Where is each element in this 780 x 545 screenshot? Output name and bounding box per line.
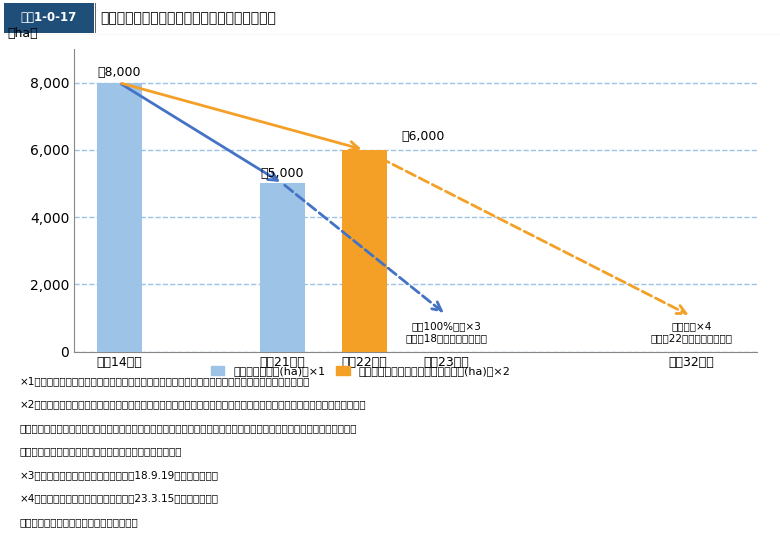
- Text: 規模な火災の可能性，あるいは道路閉塞による地区外への避難経路の喪失の可能性があり，生命・財産の安全性の確: 規模な火災の可能性，あるいは道路閉塞による地区外への避難経路の喪失の可能性があり…: [20, 423, 357, 433]
- Text: 出典：国土交通省資料をもとに内閣府作成: 出典：国土交通省資料をもとに内閣府作成: [20, 517, 138, 527]
- Text: ×3　住生活基本計画（全国計画）（Ｈ18.9.19閑議決定）参照: ×3 住生活基本計画（全国計画）（Ｈ18.9.19閑議決定）参照: [20, 470, 218, 480]
- Y-axis label: （ha）: （ha）: [8, 27, 38, 40]
- Text: ×1　重点密集市街地：地震時等において大規模な火災の可能性があり重点的に改善すべき密集市街地: ×1 重点密集市街地：地震時等において大規模な火災の可能性があり重点的に改善すべ…: [20, 376, 310, 386]
- Text: 剧6,000: 剧6,000: [401, 130, 445, 143]
- Text: 概ね解消×4
（平成22年度設定の目標）: 概ね解消×4 （平成22年度設定の目標）: [651, 321, 732, 343]
- Text: 図表1-0-17: 図表1-0-17: [20, 11, 76, 24]
- Text: 保が著しく困難で，重点的な改善が必要な密集市街地: 保が著しく困難で，重点的な改善が必要な密集市街地: [20, 446, 182, 457]
- Text: 剧8,000: 剧8,000: [98, 66, 141, 79]
- Text: 概ね100%解消×3
（平成18年度設定の目標）: 概ね100%解消×3 （平成18年度設定の目標）: [405, 321, 487, 343]
- Legend: 重点密集市街地(ha)　×1, 地震時等に著しく危険な密集市街地(ha)　×2: 重点密集市街地(ha) ×1, 地震時等に著しく危険な密集市街地(ha) ×2: [207, 361, 515, 381]
- Text: ×2　地震時等に著しく危険な密集市街地：密集市街地のうち延焼危険性や避難困難性が特に高く，地震時等において，大: ×2 地震時等に著しく危険な密集市街地：密集市街地のうち延焼危険性や避難困難性が…: [20, 399, 366, 409]
- FancyBboxPatch shape: [4, 3, 94, 33]
- Bar: [342, 150, 387, 352]
- Text: 「地震時等に著しく危険な密集市街地」の面積: 「地震時等に著しく危険な密集市街地」の面積: [100, 11, 275, 25]
- Text: ×4　住生活基本計画（全国計画）（Ｈ23.3.15閑議決定）参照: ×4 住生活基本計画（全国計画）（Ｈ23.3.15閑議決定）参照: [20, 494, 218, 504]
- Bar: [97, 83, 141, 352]
- FancyBboxPatch shape: [95, 3, 96, 33]
- Text: 剧5,000: 剧5,000: [261, 167, 304, 180]
- Bar: [260, 184, 305, 352]
